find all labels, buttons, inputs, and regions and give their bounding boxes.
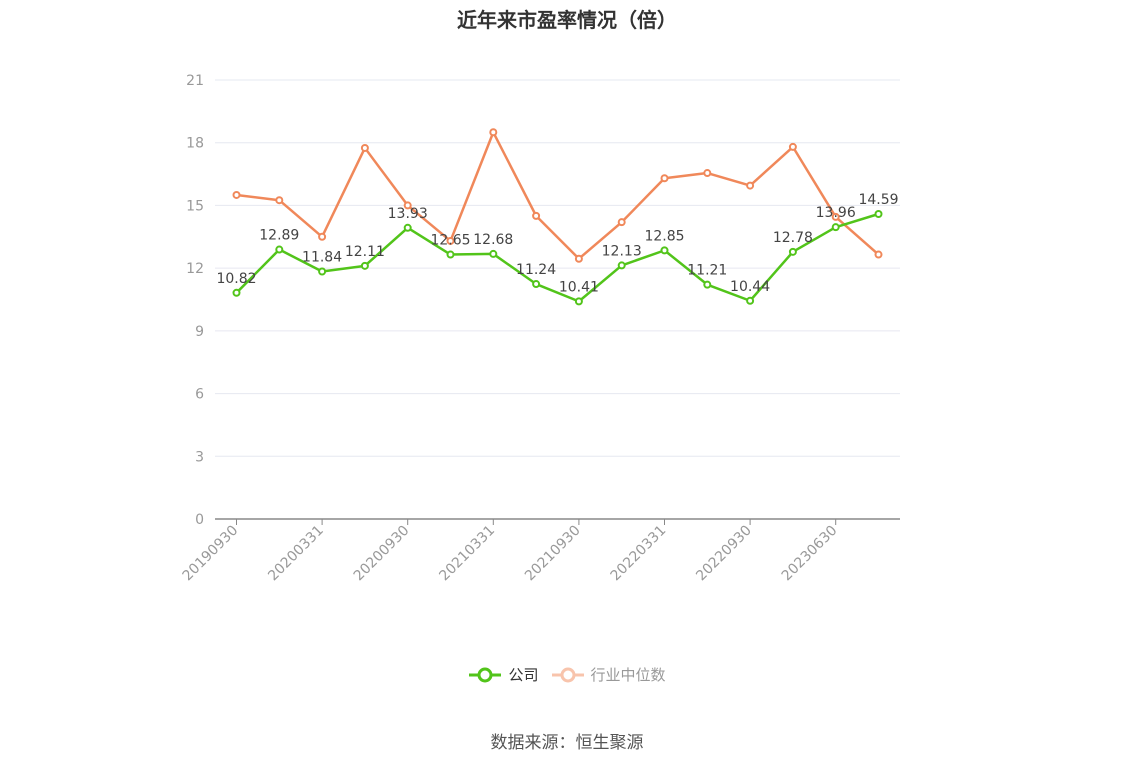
x-tick-label: 20220331 <box>608 523 670 585</box>
data-label: 10.44 <box>730 279 770 295</box>
data-point-1 <box>746 181 755 190</box>
data-label: 12.89 <box>259 228 299 244</box>
data-point-1 <box>532 211 541 220</box>
chart-title: 近年来市盈率情况（倍） <box>457 8 677 32</box>
data-point-0 <box>660 246 669 255</box>
data-point-1 <box>489 128 498 137</box>
data-point-1 <box>446 236 455 245</box>
data-point-1 <box>617 218 626 227</box>
x-tick-label: 20220930 <box>693 523 755 585</box>
data-point-0 <box>831 223 840 232</box>
data-label: 10.41 <box>559 279 599 295</box>
y-tick-label: 3 <box>195 449 204 465</box>
x-tick-label: 20210331 <box>436 523 498 585</box>
data-point-0 <box>489 249 498 258</box>
data-label: 11.21 <box>687 263 727 279</box>
y-tick-label: 12 <box>186 261 204 277</box>
data-label: 12.78 <box>773 230 813 246</box>
data-label: 14.59 <box>858 192 898 208</box>
data-point-1 <box>360 143 369 152</box>
data-label: 12.65 <box>430 233 470 249</box>
data-point-1 <box>874 250 883 259</box>
legend: 公司 行业中位数 <box>0 664 1134 686</box>
data-point-0 <box>574 297 583 306</box>
data-point-0 <box>318 267 327 276</box>
data-label: 12.68 <box>473 232 513 248</box>
x-tick-label: 20190930 <box>180 523 242 585</box>
data-point-1 <box>788 142 797 151</box>
data-point-0 <box>788 247 797 256</box>
data-label: 13.96 <box>816 205 856 221</box>
series-line-1 <box>236 131 880 260</box>
line-chart: 0 3 6 9 12 15 18 21 20190930 20200331 20200930 2021… <box>180 73 900 585</box>
series-line-0 <box>235 212 879 303</box>
y-tick-label: 0 <box>195 512 204 528</box>
data-point-1 <box>275 196 284 205</box>
data-point-0 <box>703 280 712 289</box>
y-tick-label: 6 <box>195 387 204 403</box>
x-tick-label: 20230630 <box>779 523 841 585</box>
x-tick-label: 20210930 <box>522 523 584 585</box>
data-label: 12.13 <box>602 243 642 259</box>
data-point-0 <box>275 245 284 254</box>
data-point-1 <box>574 254 583 263</box>
legend-label-company: 公司 <box>508 666 539 684</box>
y-tick-label: 9 <box>195 324 204 340</box>
data-label: 11.84 <box>302 249 342 265</box>
legend-item-company[interactable]: 公司 <box>468 664 539 686</box>
data-point-0 <box>403 223 412 232</box>
data-label: 12.11 <box>345 244 385 260</box>
data-point-0 <box>874 209 883 218</box>
data-label: 11.24 <box>516 262 556 278</box>
data-label: 10.82 <box>216 271 256 287</box>
data-label: 13.93 <box>388 206 428 222</box>
legend-company-marker-icon <box>469 667 502 683</box>
data-point-0 <box>617 261 626 270</box>
legend-label-industry: 行业中位数 <box>590 666 666 684</box>
data-label: 12.85 <box>644 228 684 244</box>
y-tick-label: 21 <box>186 73 204 89</box>
data-point-1 <box>660 174 669 183</box>
data-point-0 <box>746 296 755 305</box>
x-tick-label: 20200331 <box>265 523 327 585</box>
data-point-0 <box>360 261 369 270</box>
source-note: 数据来源：恒生聚源 <box>490 733 644 753</box>
legend-industry-marker-icon <box>551 667 584 683</box>
x-tick-label: 20200930 <box>351 523 413 585</box>
y-tick-label: 18 <box>186 136 204 152</box>
data-point-1 <box>318 232 327 241</box>
data-point-1 <box>703 169 712 178</box>
data-point-1 <box>831 212 840 221</box>
y-tick-label: 15 <box>186 198 204 214</box>
legend-item-industry[interactable]: 行业中位数 <box>551 664 666 686</box>
data-point-0 <box>232 288 241 297</box>
data-point-0 <box>446 250 455 259</box>
data-point-1 <box>232 190 241 199</box>
data-point-0 <box>532 280 541 289</box>
data-point-1 <box>403 201 412 210</box>
